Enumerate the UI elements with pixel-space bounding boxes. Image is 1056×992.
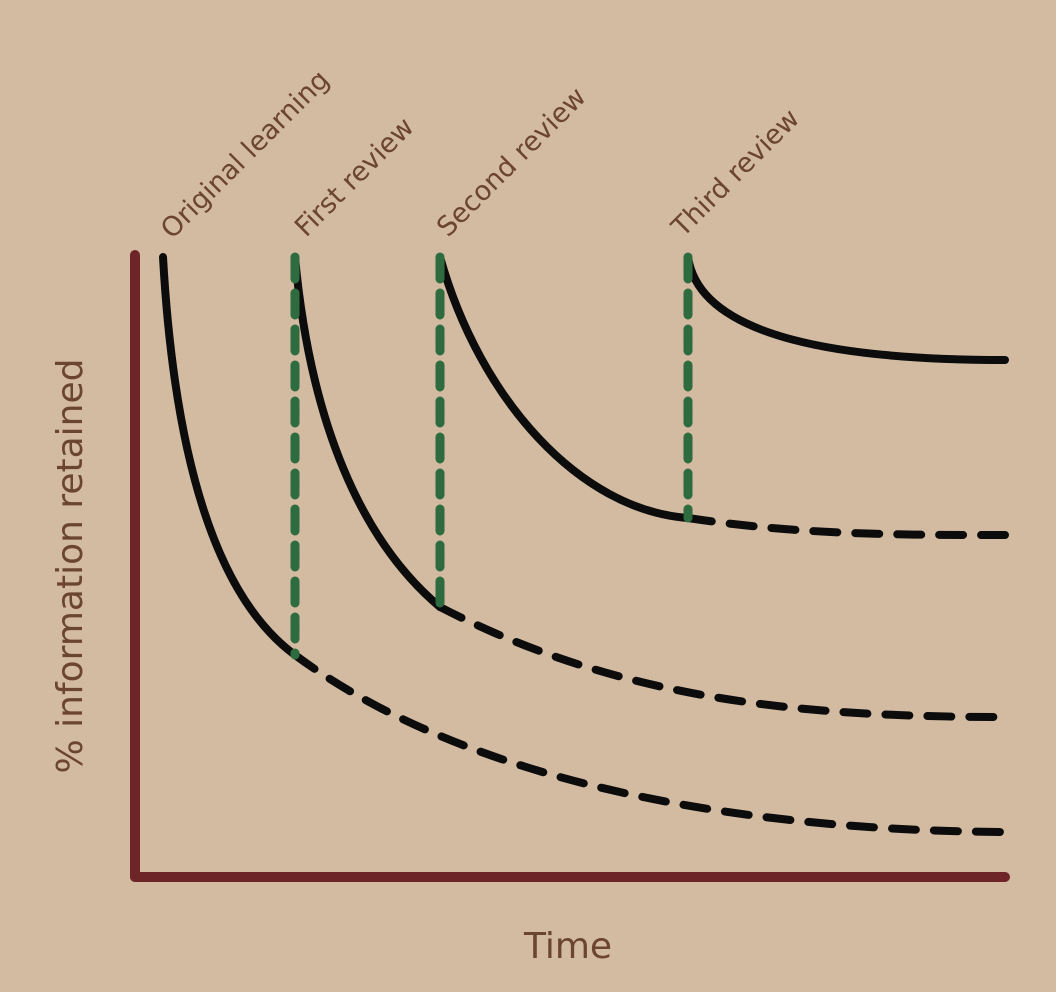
forgetting-curve [291,253,444,611]
forgetting-curve-unreviewed [684,514,1009,539]
forgetting-curve [159,253,299,659]
x-axis-label: Time [523,926,612,967]
forgetting-curve [684,253,1009,364]
y-axis-label: % information retained [50,358,91,773]
forgetting-curve-unreviewed [291,651,1009,836]
forgetting-curve [436,253,692,522]
forgetting-curve-unreviewed [436,603,1009,721]
